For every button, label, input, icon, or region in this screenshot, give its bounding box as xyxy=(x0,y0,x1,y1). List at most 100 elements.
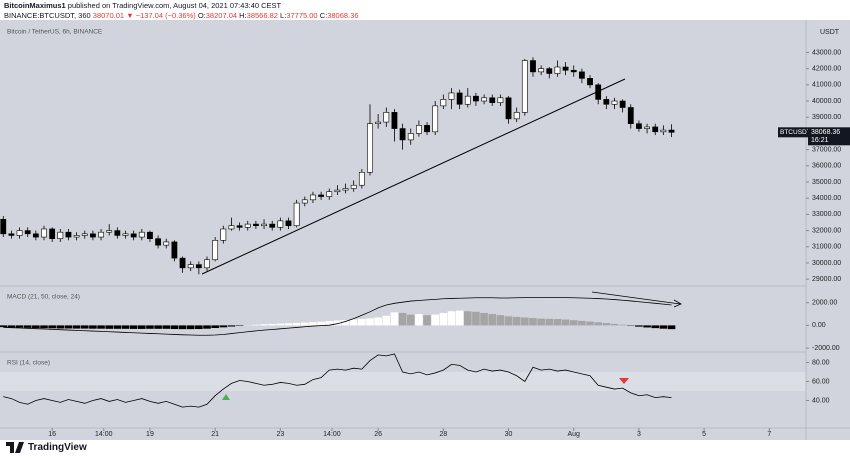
candle-body xyxy=(326,191,333,197)
histogram-bar xyxy=(211,325,219,329)
candle-body xyxy=(473,95,479,102)
histogram-bar xyxy=(260,324,268,326)
histogram-bar xyxy=(358,318,366,326)
histogram-bar xyxy=(439,312,448,326)
x-tick-label: 7 xyxy=(767,431,771,438)
candle-body xyxy=(179,257,186,269)
histogram-bar xyxy=(80,325,89,329)
ohlc-label: L: xyxy=(280,11,287,20)
candle-body xyxy=(424,125,430,133)
histogram-bar xyxy=(219,325,228,328)
histogram-bar xyxy=(618,324,627,326)
published: published on TradingView.com, August 04,… xyxy=(67,1,282,10)
y-tick-label: 40000.00 xyxy=(812,98,841,105)
y-tick-label: 35000.00 xyxy=(812,179,841,186)
candle-body xyxy=(481,97,487,102)
histogram-bar xyxy=(553,319,562,326)
candle-body xyxy=(456,92,463,105)
y-tick-label: 41000.00 xyxy=(812,82,841,89)
quote-line: BINANCE:BTCUSDT, 360 38070.01 ▼ −137.04 … xyxy=(4,11,359,21)
candle-body xyxy=(578,71,585,79)
candle-body xyxy=(521,60,528,113)
candle-body xyxy=(8,233,15,236)
candle-body xyxy=(350,184,357,189)
histogram-bar xyxy=(64,325,73,329)
change: ▼ −137.04 (−0.36%) xyxy=(126,11,196,20)
y-tick-label: 33000.00 xyxy=(812,211,841,218)
candle-body xyxy=(0,218,7,235)
candle-body xyxy=(147,231,153,239)
candle-body xyxy=(383,112,390,123)
panel-title: Bitcoin / TetherUS, 6h, BINANCE xyxy=(7,29,103,36)
candle-body xyxy=(530,60,536,73)
x-tick-label: 14:00 xyxy=(323,431,341,438)
macd-line xyxy=(3,297,672,336)
histogram-bar xyxy=(195,325,203,330)
x-tick-label: 5 xyxy=(702,431,706,438)
candle-body xyxy=(57,231,64,239)
candle-body xyxy=(49,228,56,239)
countdown: 16:21 xyxy=(811,137,829,144)
histogram-bar xyxy=(105,325,114,329)
candle-body xyxy=(399,128,406,141)
candle-body xyxy=(636,123,642,129)
x-tick-label: Aug xyxy=(568,431,581,438)
candle-body xyxy=(65,231,72,238)
macd-arrow xyxy=(591,291,681,305)
y-tick-label: 34000.00 xyxy=(812,195,841,202)
x-tick-label: 21 xyxy=(211,431,219,438)
histogram-bar xyxy=(602,323,611,326)
y-tick-label: 43000.00 xyxy=(812,49,841,56)
candle-body xyxy=(277,220,284,228)
x-tick-label: 26 xyxy=(374,431,382,438)
symbol: BINANCE:BTCUSDT, 360 xyxy=(4,11,91,20)
rsi-line xyxy=(3,353,672,408)
candle-body xyxy=(212,240,219,261)
ohlc: O:38207.04 H:38566.82 L:37775.00 C:38068… xyxy=(198,11,359,20)
histogram-bar xyxy=(586,321,594,326)
histogram-bar xyxy=(366,318,374,326)
histogram-bar xyxy=(23,325,32,328)
histogram-bar xyxy=(268,323,276,326)
ohlc-label: O: xyxy=(197,11,206,20)
x-tick-label: 28 xyxy=(439,431,447,438)
histogram-bar xyxy=(382,315,391,326)
histogram-bar xyxy=(186,325,195,330)
candle-body xyxy=(407,133,414,141)
histogram-bar xyxy=(472,311,480,326)
histogram-bar xyxy=(578,320,586,326)
candle-body xyxy=(244,223,251,228)
histogram-bar xyxy=(545,318,554,326)
candle-body xyxy=(570,69,577,73)
histogram-bar xyxy=(390,312,399,326)
candle-body xyxy=(310,194,316,201)
candle-body xyxy=(554,66,561,74)
candle-body xyxy=(375,121,382,125)
histogram-bar xyxy=(569,320,578,326)
ohlc-label: H: xyxy=(239,11,247,20)
sell-signal xyxy=(619,378,629,384)
candle-body xyxy=(228,225,235,230)
y-tick-label: 80.00 xyxy=(812,359,830,366)
histogram-bar xyxy=(56,325,65,329)
histogram-bar xyxy=(203,325,211,329)
candle-body xyxy=(261,223,267,227)
histogram-bar xyxy=(276,323,285,326)
y-tick-label: 0.00 xyxy=(812,322,826,329)
candle-body xyxy=(358,171,365,186)
candle-body xyxy=(163,241,170,246)
candle-body xyxy=(293,202,300,227)
candle-body xyxy=(627,107,634,125)
candle-body xyxy=(595,84,602,100)
buy-signal xyxy=(222,394,230,400)
histogram-bar xyxy=(341,319,350,326)
candle-body xyxy=(334,189,341,193)
candle-body xyxy=(668,129,675,133)
histogram-bar xyxy=(48,325,56,329)
candle-body xyxy=(204,259,210,269)
x-tick-label: 19 xyxy=(146,431,154,438)
histogram-bar xyxy=(113,325,122,329)
y-tick-label: 36000.00 xyxy=(812,163,841,170)
candle-body xyxy=(538,68,545,73)
